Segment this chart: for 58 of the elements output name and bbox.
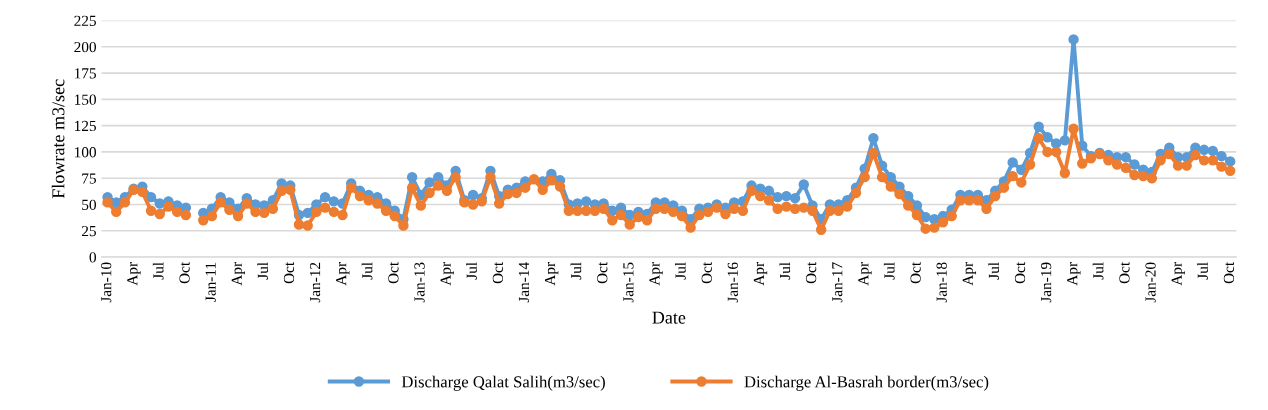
x-axis-title: Date — [652, 311, 686, 324]
x-tick-label: Apr — [544, 262, 559, 286]
x-tick-label: Jan-18 — [936, 262, 947, 303]
x-tick-label: Jul — [257, 262, 269, 280]
x-tick-label: Apr — [962, 262, 977, 286]
x-tick-label: Oct — [1014, 262, 1026, 284]
x-tick-label: Apr — [440, 262, 454, 286]
x-tick-label: Oct — [388, 262, 399, 284]
x-tick-label: Apr — [231, 262, 245, 286]
x-tick-label: Jul — [883, 262, 895, 280]
x-tick-label: Apr — [336, 262, 350, 286]
y-tick-label: 225 — [74, 15, 96, 26]
x-tick-label: Jul — [1197, 262, 1208, 280]
x-tick-label: Oct — [910, 262, 921, 284]
x-tick-label: Jul — [779, 262, 791, 280]
x-tick-label: Oct — [806, 262, 817, 284]
x-tick-label: Jan-17 — [832, 262, 843, 303]
x-tick-label: Jul — [361, 262, 373, 280]
x-tick-label: Jan-13 — [414, 262, 425, 303]
x-tick-label: Oct — [701, 262, 712, 284]
x-tick-label: Oct — [492, 262, 503, 284]
x-tick-label: Apr — [649, 262, 663, 286]
y-tick-label: 75 — [82, 173, 96, 184]
x-tick-label: Apr — [1171, 262, 1185, 286]
x-tick-label: Apr — [1067, 262, 1081, 286]
x-tick-label: Jan-12 — [309, 262, 321, 303]
x-tick-label: Oct — [597, 262, 608, 284]
x-tick-label: Jul — [152, 262, 164, 280]
y-tick-label: 125 — [75, 120, 96, 132]
x-tick-label: Jan-10 — [101, 262, 112, 303]
x-tick-label: Jul — [1092, 262, 1104, 280]
x-tick-label: Oct — [283, 262, 295, 284]
x-tick-label: Oct — [1119, 262, 1130, 284]
x-tick-label: Jan-16 — [727, 262, 738, 303]
x-tick-label: Oct — [1223, 262, 1235, 284]
legend-label: Discharge Qalat Salih(m3/sec) — [401, 375, 605, 391]
x-tick-label: Apr — [858, 262, 872, 286]
x-tick-label: Jul — [988, 262, 1000, 280]
x-tick-label: Jul — [570, 262, 582, 280]
y-tick-label: 50 — [82, 199, 96, 210]
x-tick-label: Oct — [179, 262, 190, 284]
x-tick-label: Jul — [675, 262, 686, 280]
y-tick-label: 25 — [81, 225, 96, 237]
y-tick-label: 200 — [74, 41, 96, 53]
x-tick-label: Jan-20 — [1145, 262, 1156, 303]
y-tick-label: 175 — [75, 68, 96, 79]
y-tick-label: 0 — [89, 252, 96, 263]
legend-label: Discharge Al-Basrah border(m3/sec) — [744, 375, 989, 391]
x-tick-label: Jan-11 — [205, 262, 216, 302]
x-tick-label: Apr — [127, 262, 141, 286]
y-tick-label: 150 — [75, 94, 96, 105]
x-tick-label: Apr — [753, 262, 768, 286]
x-tick-label: Jan-15 — [623, 262, 634, 303]
x-tick-label: Jul — [466, 262, 477, 280]
x-tick-label: Jan-19 — [1041, 262, 1052, 303]
y-axis-title: Flowrate m3/sec — [51, 79, 65, 199]
x-tick-label: Jan-14 — [518, 262, 530, 303]
y-tick-label: 100 — [75, 147, 96, 158]
